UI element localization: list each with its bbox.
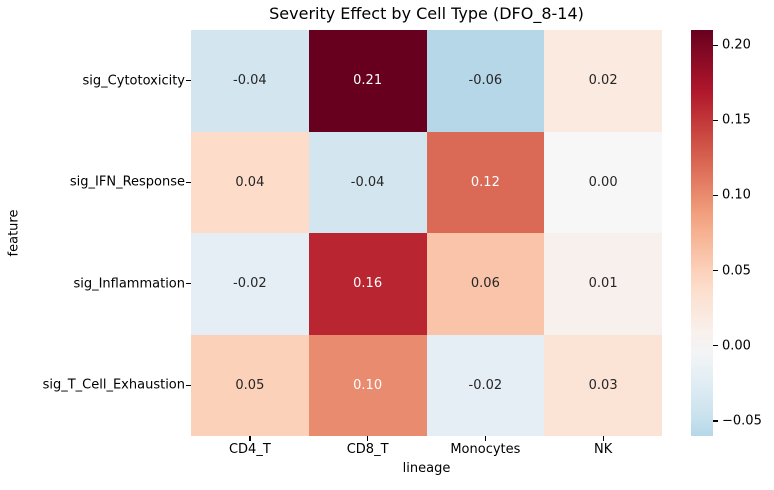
colorbar-tick-mark bbox=[713, 44, 718, 46]
y-axis-label: feature bbox=[6, 209, 22, 257]
y-tick-mark bbox=[186, 283, 191, 285]
x-tick-mark bbox=[484, 436, 487, 441]
cell-value: 0.05 bbox=[235, 377, 265, 393]
heatmap-cell-sig_T_Cell_Exhaustion-NK: 0.03 bbox=[544, 334, 662, 436]
colorbar bbox=[691, 30, 713, 436]
x-tick-label-CD4_T: CD4_T bbox=[228, 442, 271, 457]
heatmap-cell-sig_Cytotoxicity-Monocytes: -0.06 bbox=[426, 30, 545, 132]
colorbar-tick-label: 0.10 bbox=[722, 187, 751, 203]
heatmap-plot-area: -0.04 0.21 -0.06 0.02 0.04 -0.04 0.12 0.00 -0.02… bbox=[191, 30, 662, 436]
cell-value: 0.04 bbox=[235, 174, 265, 190]
x-axis-label: lineage bbox=[402, 461, 451, 476]
y-tick-label-sig_IFN_Response: sig_IFN_Response bbox=[69, 174, 185, 190]
cell-value: -0.06 bbox=[468, 73, 503, 89]
heatmap-cell-sig_IFN_Response-CD8_T: -0.04 bbox=[308, 131, 427, 233]
x-tick-mark bbox=[367, 436, 369, 441]
colorbar-tick-mark bbox=[713, 345, 718, 347]
cell-value: 0.21 bbox=[353, 73, 383, 89]
heatmap-cell-sig_Inflammation-Monocytes: 0.06 bbox=[426, 233, 545, 335]
colorbar-tick-mark bbox=[713, 119, 718, 121]
colorbar-tick-mark bbox=[713, 420, 718, 422]
x-tick-mark bbox=[249, 436, 251, 441]
colorbar-tick-label: 0.00 bbox=[722, 338, 751, 354]
cell-value: 0.10 bbox=[353, 377, 383, 393]
cell-value: 0.00 bbox=[588, 174, 618, 190]
heatmap-cell-sig_IFN_Response-NK: 0.00 bbox=[544, 131, 662, 233]
heatmap-cell-sig_Inflammation-CD4_T: -0.02 bbox=[191, 233, 309, 335]
cell-value: -0.04 bbox=[350, 174, 385, 190]
cell-value: 0.06 bbox=[470, 276, 500, 292]
heatmap-cell-sig_T_Cell_Exhaustion-Monocytes: -0.02 bbox=[426, 334, 545, 436]
cell-value: -0.02 bbox=[233, 276, 267, 292]
heatmap-cell-sig_T_Cell_Exhaustion-CD8_T: 0.10 bbox=[308, 334, 427, 436]
heatmap-cell-sig_IFN_Response-Monocytes: 0.12 bbox=[426, 131, 545, 233]
heatmap-cell-sig_T_Cell_Exhaustion-CD4_T: 0.05 bbox=[191, 334, 309, 436]
y-tick-mark bbox=[186, 80, 191, 82]
cell-value: 0.12 bbox=[470, 174, 500, 190]
y-tick-label-sig_Cytotoxicity: sig_Cytotoxicity bbox=[82, 73, 185, 89]
heatmap-cell-sig_Cytotoxicity-NK: 0.02 bbox=[544, 30, 662, 132]
y-tick-label-sig_T_Cell_Exhaustion: sig_T_Cell_Exhaustion bbox=[42, 377, 185, 393]
y-tick-label-sig_Inflammation: sig_Inflammation bbox=[73, 276, 185, 292]
heatmap-cell-sig_Inflammation-NK: 0.01 bbox=[544, 233, 662, 335]
colorbar-tick-label: −0.05 bbox=[722, 413, 762, 429]
cell-value: -0.04 bbox=[233, 73, 267, 89]
cell-value: 0.16 bbox=[353, 276, 383, 292]
heatmap-cell-sig_Cytotoxicity-CD8_T: 0.21 bbox=[308, 30, 427, 132]
heatmap-cell-sig_Cytotoxicity-CD4_T: -0.04 bbox=[191, 30, 309, 132]
chart-title: Severity Effect by Cell Type (DFO_8-14) bbox=[269, 4, 584, 23]
y-tick-mark bbox=[186, 384, 191, 386]
cell-value: -0.02 bbox=[468, 377, 503, 393]
colorbar-tick-mark bbox=[713, 270, 718, 272]
x-tick-mark bbox=[602, 436, 604, 441]
colorbar-tick-label: 0.20 bbox=[722, 37, 751, 53]
heatmap-cell-sig_Inflammation-CD8_T: 0.16 bbox=[308, 233, 427, 335]
x-tick-label-CD8_T: CD8_T bbox=[346, 442, 389, 457]
y-tick-mark bbox=[186, 181, 191, 183]
colorbar-tick-label: 0.05 bbox=[722, 263, 751, 279]
cell-value: 0.01 bbox=[588, 276, 618, 292]
colorbar-tick-mark bbox=[713, 194, 718, 197]
heatmap-cell-sig_IFN_Response-CD4_T: 0.04 bbox=[191, 131, 309, 233]
x-tick-label-Monocytes: Monocytes bbox=[450, 442, 521, 457]
cell-value: 0.02 bbox=[588, 73, 618, 89]
x-tick-label-NK: NK bbox=[594, 442, 613, 457]
colorbar-tick-label: 0.15 bbox=[722, 112, 751, 128]
cell-value: 0.03 bbox=[588, 377, 618, 393]
